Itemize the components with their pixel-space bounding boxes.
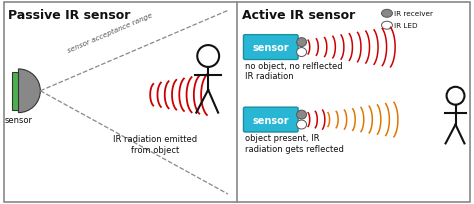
Text: sensor: sensor [4,115,33,124]
Text: IR radiation emitted
from object: IR radiation emitted from object [113,135,198,154]
Text: IR LED: IR LED [394,23,418,29]
Text: sensor: sensor [253,43,289,53]
Text: sensor acceptance range: sensor acceptance range [67,12,154,53]
Ellipse shape [297,38,307,47]
Bar [11,73,18,110]
Ellipse shape [382,22,392,30]
Text: object present, IR
radiation gets reflected: object present, IR radiation gets reflec… [245,134,344,153]
Ellipse shape [297,111,307,120]
FancyBboxPatch shape [244,35,298,60]
FancyBboxPatch shape [244,108,298,132]
Ellipse shape [382,10,392,18]
Text: no object, no relflected
IR radiation: no object, no relflected IR radiation [245,62,343,81]
Text: Active IR sensor: Active IR sensor [242,9,355,22]
Text: IR receiver: IR receiver [394,11,433,17]
Wedge shape [18,70,40,113]
Ellipse shape [297,48,307,57]
Ellipse shape [297,121,307,129]
Text: Passive IR sensor: Passive IR sensor [8,9,130,22]
Text: sensor: sensor [253,115,289,125]
